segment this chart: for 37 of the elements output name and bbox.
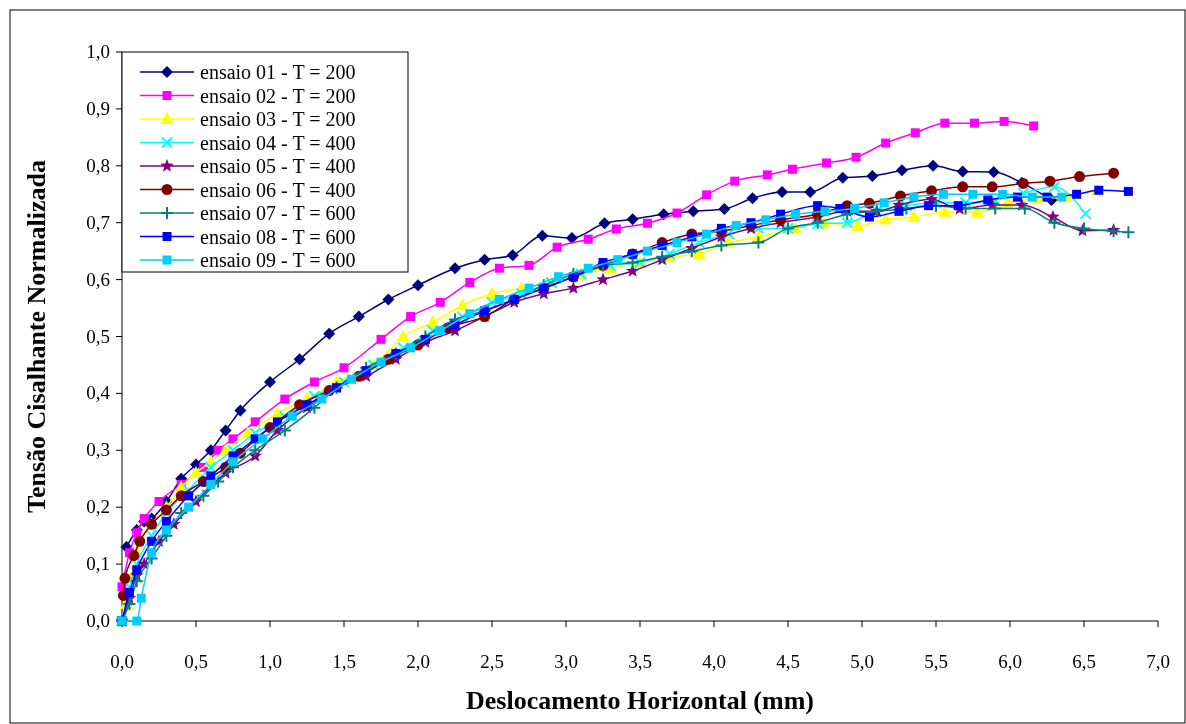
- y-axis-title: Tensão Cisalhante Normalizada: [22, 160, 51, 513]
- y-tick-label: 0,0: [86, 610, 110, 631]
- y-tick-label: 0,5: [86, 325, 110, 347]
- x-tick-label: 6,5: [1072, 651, 1096, 672]
- legend-label: ensaio 08 - T = 600: [200, 225, 356, 248]
- y-tick-label: 0,4: [86, 382, 111, 404]
- x-tick-label: 2,0: [406, 651, 430, 672]
- x-tick-label: 4,0: [702, 651, 726, 672]
- x-tick-label: 5,0: [850, 651, 874, 672]
- y-tick-label: 0,7: [86, 211, 110, 233]
- x-tick-label: 5,5: [924, 651, 948, 672]
- y-tick-label: 0,9: [86, 97, 110, 119]
- y-tick-label: 0,6: [86, 268, 110, 290]
- x-tick-label: 0,0: [110, 651, 134, 672]
- legend-label: ensaio 07 - T = 600: [200, 202, 356, 224]
- x-tick-label: 2,5: [480, 651, 504, 672]
- legend-label: ensaio 03 - T = 200: [200, 108, 356, 130]
- x-tick-label: 0,5: [184, 651, 208, 672]
- x-tick-label: 1,5: [332, 651, 356, 672]
- y-tick-label: 0,3: [86, 439, 110, 461]
- x-tick-label: 3,0: [554, 651, 578, 672]
- y-tick-label: 0,2: [86, 496, 110, 518]
- y-tick-label: 0,8: [86, 154, 110, 176]
- legend-label: ensaio 09 - T = 600: [200, 249, 356, 271]
- legend-label: ensaio 05 - T = 400: [200, 155, 356, 177]
- legend-label: ensaio 01 - T = 200: [200, 61, 356, 83]
- x-tick-label: 4,5: [776, 651, 800, 672]
- x-tick-label: 3,5: [628, 651, 652, 672]
- x-axis-title: Deslocamento Horizontal (mm): [465, 686, 815, 715]
- y-tick-label: 1,0: [86, 41, 110, 62]
- x-tick-label: 6,0: [998, 651, 1022, 672]
- legend-label: ensaio 06 - T = 400: [200, 178, 356, 201]
- x-tick-label: 7,0: [1146, 651, 1170, 672]
- legend-label: ensaio 02 - T = 200: [200, 84, 356, 107]
- y-tick-label: 0,1: [86, 553, 110, 575]
- x-tick-label: 1,0: [258, 651, 282, 672]
- legend-label: ensaio 04 - T = 400: [200, 131, 356, 154]
